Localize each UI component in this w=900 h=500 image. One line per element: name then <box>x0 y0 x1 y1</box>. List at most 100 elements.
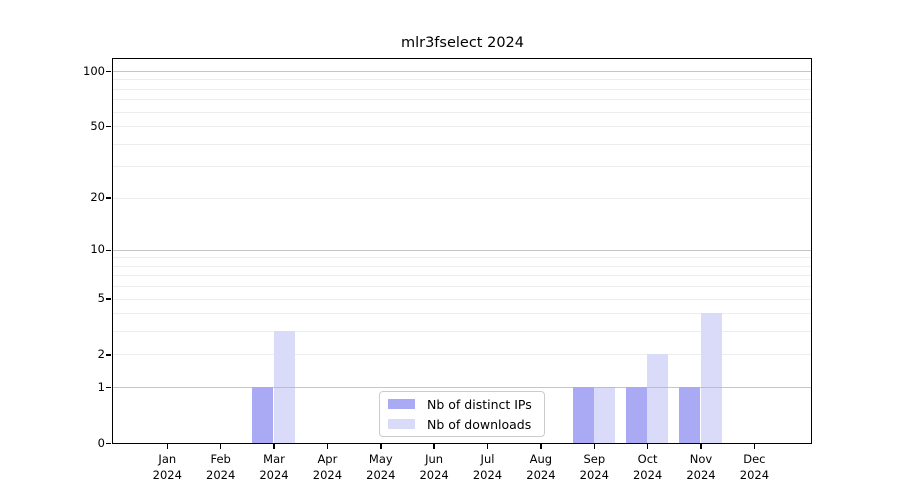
x-tick-month: Feb <box>210 452 231 466</box>
y-tick-mark <box>106 442 111 445</box>
bar-distinct-ips <box>572 387 594 443</box>
x-tick-month: Jan <box>158 452 177 466</box>
x-tick-year: 2024 <box>152 468 182 482</box>
x-tick-year: 2024 <box>526 468 556 482</box>
x-tick-year: 2024 <box>366 468 396 482</box>
minor-gridline <box>113 166 811 168</box>
y-tick-label: 2 <box>97 346 105 361</box>
x-tick-year: 2024 <box>579 468 609 482</box>
x-tick-year: 2024 <box>259 468 289 482</box>
x-tick-label: Jun 2024 <box>402 451 466 483</box>
x-tick-label: Sep 2024 <box>562 451 626 483</box>
x-tick-month: Oct <box>637 452 658 466</box>
major-gridline <box>113 71 811 72</box>
major-gridline <box>113 387 811 389</box>
x-tick-year: 2024 <box>739 468 770 482</box>
x-tick-month: Dec <box>743 452 766 466</box>
minor-gridline <box>113 197 811 199</box>
x-tick-mark <box>700 444 702 449</box>
y-tick-label: 100 <box>83 63 105 78</box>
x-tick-label: May 2024 <box>349 451 413 483</box>
x-tick-mark <box>486 444 489 449</box>
y-tick-mark <box>106 70 111 73</box>
bar-downloads <box>700 313 722 443</box>
legend-row: Nb of downloads <box>388 417 544 432</box>
y-tick-mark <box>106 249 111 251</box>
y-tick-mark <box>106 386 111 389</box>
bar-downloads <box>593 387 616 443</box>
x-tick-year: 2024 <box>206 468 236 482</box>
x-tick-month: Jul <box>480 452 495 466</box>
bar-distinct-ips <box>679 387 701 443</box>
minor-gridline <box>113 88 811 90</box>
x-tick-label: Feb 2024 <box>189 451 253 483</box>
minor-gridline <box>113 126 811 128</box>
x-tick-mark <box>326 444 329 449</box>
minor-gridline <box>113 143 811 145</box>
x-tick-label: Nov 2024 <box>669 451 733 483</box>
legend-box: Nb of distinct IPs Nb of downloads <box>379 391 545 437</box>
x-tick-mark <box>646 444 649 449</box>
minor-gridline <box>113 331 811 333</box>
y-tick-mark <box>106 354 111 356</box>
x-tick-mark <box>273 444 275 449</box>
legend-swatch <box>388 399 415 409</box>
minor-gridline <box>113 313 811 315</box>
minor-gridline <box>113 354 811 356</box>
x-tick-mark <box>433 444 435 449</box>
x-tick-year: 2024 <box>686 468 716 482</box>
y-tick-mark <box>106 197 111 199</box>
x-tick-year: 2024 <box>419 468 449 482</box>
legend-label: Nb of downloads <box>427 416 532 432</box>
x-tick-month: May <box>368 452 393 466</box>
chart-title: mlr3fselect 2024 <box>400 35 525 51</box>
y-tick-label: 1 <box>97 379 105 394</box>
bar-distinct-ips <box>625 387 648 443</box>
x-tick-label: Oct 2024 <box>616 451 680 483</box>
x-tick-year: 2024 <box>312 468 343 482</box>
minor-gridline <box>113 286 811 288</box>
y-tick-label: 10 <box>90 242 105 257</box>
x-tick-label: Aug 2024 <box>509 451 573 483</box>
x-tick-mark <box>540 444 542 449</box>
x-tick-label: Dec 2024 <box>722 451 786 483</box>
x-tick-month: Jun <box>425 452 444 466</box>
x-tick-label: Jul 2024 <box>456 451 520 483</box>
x-tick-month: Mar <box>263 452 285 466</box>
y-tick-label: 5 <box>97 291 105 306</box>
x-tick-label: Jan 2024 <box>135 451 199 483</box>
x-tick-month: Sep <box>583 452 606 466</box>
bar-distinct-ips <box>252 387 274 443</box>
x-tick-label: Apr 2024 <box>295 451 359 483</box>
x-tick-label: Mar 2024 <box>242 451 306 483</box>
major-gridline <box>113 249 811 251</box>
x-tick-year: 2024 <box>632 468 663 482</box>
legend-swatch <box>388 419 415 429</box>
bar-downloads <box>647 354 669 443</box>
x-tick-month: Apr <box>317 452 338 466</box>
minor-gridline <box>113 298 811 300</box>
minor-gridline <box>113 275 811 277</box>
y-tick-label: 20 <box>90 190 105 205</box>
minor-gridline <box>113 111 811 113</box>
x-tick-mark <box>166 444 169 449</box>
x-tick-mark <box>380 444 382 449</box>
minor-gridline <box>113 265 811 267</box>
plot-area <box>112 58 812 444</box>
x-tick-mark <box>593 444 595 449</box>
y-tick-label: 50 <box>90 118 105 133</box>
y-tick-mark <box>106 298 111 300</box>
x-tick-year: 2024 <box>472 468 503 482</box>
x-tick-month: Aug <box>529 452 553 466</box>
x-tick-mark <box>753 444 756 449</box>
y-tick-label: 0 <box>97 435 105 450</box>
legend-row: Nb of distinct IPs <box>388 397 544 412</box>
legend-label: Nb of distinct IPs <box>427 396 532 412</box>
minor-gridline <box>113 257 811 259</box>
minor-gridline <box>113 79 811 81</box>
minor-gridline <box>113 99 811 101</box>
x-tick-mark <box>219 444 222 449</box>
y-tick-mark <box>106 125 111 128</box>
x-tick-month: Nov <box>689 452 713 466</box>
